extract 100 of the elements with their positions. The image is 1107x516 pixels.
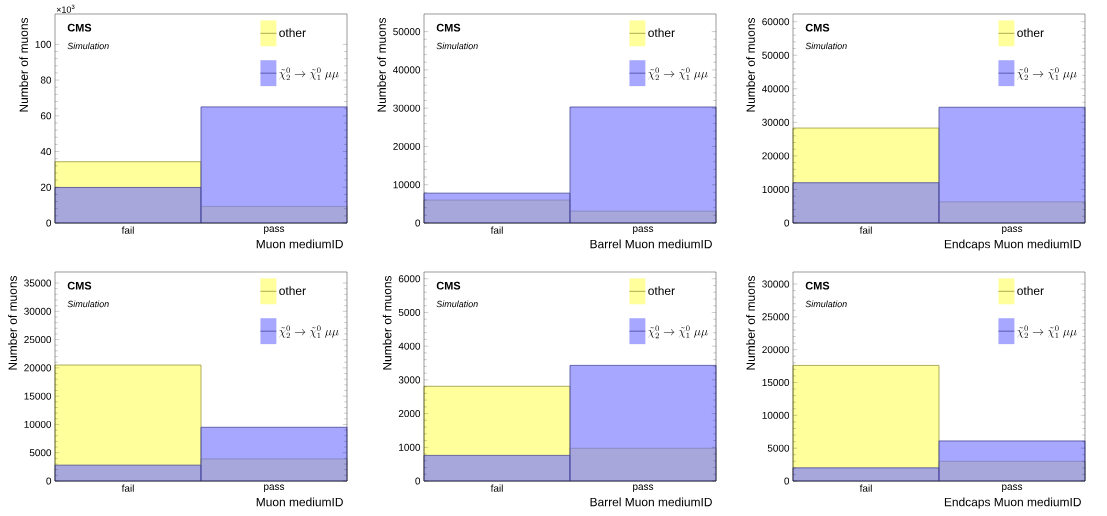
bar	[200, 106, 348, 224]
legend-label: $\tilde{\chi}_{2}^{0} \rightarrow \tilde{\chi}_{1}^{0}\ \mu\mu$	[648, 325, 708, 339]
bar	[423, 192, 571, 224]
y-tick-label: 40000	[762, 85, 790, 93]
y-tick-label: 30000	[762, 118, 790, 126]
y-tick-label: 0	[784, 477, 790, 485]
annotation: Simulation	[67, 300, 109, 308]
y-tick-label: 0	[415, 219, 421, 227]
y-tick-label: 80	[40, 76, 52, 84]
x-tick-label: fail	[121, 226, 134, 234]
y-tick-label: 5000	[29, 449, 52, 457]
y-tick-label: 1000	[399, 443, 421, 451]
y-tick-label: 5000	[767, 444, 790, 452]
y-tick-label: 60000	[762, 18, 790, 26]
x-tick-label: fail	[490, 226, 503, 234]
y-axis-title: Number of muons	[19, 17, 29, 112]
x-tick-label: fail	[490, 484, 503, 492]
y-tick-label: 20000	[393, 142, 421, 150]
annotation: CMS	[67, 281, 92, 290]
y-tick-label: 20000	[762, 346, 790, 354]
x-tick-label: fail	[859, 226, 872, 234]
bar	[569, 106, 717, 224]
legend-label: $\tilde{\chi}_{2}^{0} \rightarrow \tilde{\chi}_{1}^{0}\ \mu\mu$	[279, 325, 339, 339]
x-tick-label: pass	[633, 484, 654, 492]
y-tick-label: 3000	[398, 376, 421, 384]
y-tick-label: 15000	[24, 392, 52, 400]
y-tick-label: 4000	[398, 342, 421, 350]
y-tick-label: 40000	[393, 66, 421, 74]
y-axis-title: Number of muons	[377, 17, 386, 112]
annotation: CMS	[436, 23, 461, 32]
y-tick-label: 15000	[762, 378, 790, 387]
annotation: CMS	[805, 281, 830, 290]
y-tick-label: 50000	[393, 28, 421, 36]
y-tick-label: 50000	[762, 51, 790, 59]
bar	[938, 106, 1086, 224]
y-tick-label: 10000	[393, 181, 421, 189]
bar	[938, 440, 1086, 482]
legend-label: $\tilde{\chi}_{2}^{0} \rightarrow \tilde{\chi}_{1}^{0}\ \mu\mu$	[1017, 67, 1077, 81]
y-tick-label: 20	[40, 183, 52, 191]
legend-label: $\tilde{\chi}_{2}^{0} \rightarrow \tilde{\chi}_{1}^{0}\ \mu\mu$	[279, 67, 339, 81]
y-tick-label: 25000	[762, 313, 790, 321]
y-tick-label: 10000	[762, 185, 790, 193]
legend-label: other	[279, 286, 306, 296]
y-tick-label: 0	[415, 477, 421, 485]
y-tick-label: 25000	[24, 336, 52, 344]
y-tick-label: 10000	[762, 411, 790, 419]
x-tick-label: pass	[1002, 484, 1023, 492]
y-tick-label: 40	[40, 148, 52, 156]
y-tick-label: 0	[46, 219, 52, 227]
bar	[792, 182, 940, 224]
legend-label: $\tilde{\chi}_{2}^{0} \rightarrow \tilde{\chi}_{1}^{0}\ \mu\mu$	[648, 67, 708, 81]
y-tick-label: 20000	[24, 364, 52, 372]
legend-label: other	[1017, 28, 1044, 38]
x-axis-title: Muon mediumID	[256, 497, 343, 507]
y-tick-label: 100	[35, 40, 52, 48]
y-axis-title: Number of muons	[746, 275, 755, 370]
y-tick-label: 2000	[398, 410, 421, 418]
x-tick-label: fail	[121, 484, 134, 492]
text: ×10$^{3}$	[56, 4, 75, 13]
annotation: CMS	[67, 23, 92, 32]
x-axis-title: Muon mediumID	[256, 239, 343, 249]
bar	[54, 187, 202, 224]
y-tick-label: 35000	[24, 279, 52, 287]
legend-label: other	[279, 28, 306, 38]
y-tick-label: 30000	[762, 280, 790, 288]
y-tick-label: 10000	[24, 420, 52, 428]
annotation: Simulation	[805, 42, 847, 50]
y-tick-label: 30000	[24, 307, 52, 315]
annotation: Simulation	[805, 300, 847, 308]
x-tick-label: pass	[633, 226, 654, 234]
y-tick-label: 0	[784, 219, 790, 227]
x-axis-title: Endcaps Muon mediumID	[944, 239, 1081, 251]
x-axis-title: Barrel Muon mediumID	[590, 239, 712, 249]
legend-label: other	[648, 286, 675, 296]
x-tick-label: fail	[859, 484, 872, 492]
bar	[423, 454, 571, 482]
annotation: Simulation	[436, 300, 478, 308]
annotation: CMS	[436, 281, 461, 290]
y-axis-title: Number of muons	[8, 275, 17, 370]
y-tick-label: 20000	[762, 152, 790, 160]
y-tick-label: 60	[40, 112, 52, 120]
x-tick-label: pass	[1002, 226, 1023, 234]
y-tick-label: 0	[46, 477, 52, 485]
bar	[792, 467, 940, 482]
y-tick-label: 6000	[398, 275, 421, 283]
x-tick-label: pass	[264, 226, 285, 234]
y-axis-title: Number of muons	[382, 275, 392, 370]
annotation: Simulation	[67, 42, 109, 50]
legend-label: other	[1017, 286, 1044, 296]
y-tick-label: 30000	[393, 104, 421, 112]
x-tick-label: pass	[264, 484, 285, 492]
x-axis-title: Barrel Muon mediumID	[590, 497, 712, 507]
legend-label: $\tilde{\chi}_{2}^{0} \rightarrow \tilde{\chi}_{1}^{0}\ \mu\mu$	[1017, 325, 1077, 339]
y-tick-label: 5000	[398, 308, 421, 316]
annotation: CMS	[805, 23, 830, 32]
bar	[200, 426, 348, 482]
x-axis-title: Endcaps Muon mediumID	[944, 497, 1081, 509]
y-axis-title: Number of muons	[746, 17, 755, 112]
legend-label: other	[648, 28, 675, 38]
bar	[569, 364, 717, 482]
